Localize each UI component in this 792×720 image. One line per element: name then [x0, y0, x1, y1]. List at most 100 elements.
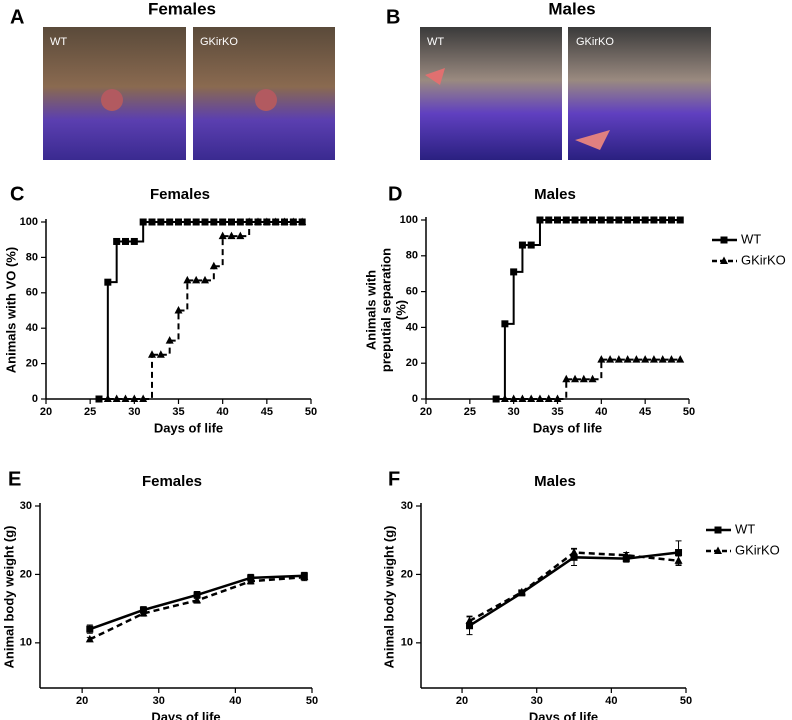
photo-label: WT: [427, 36, 444, 48]
legend-label: GKirKO: [741, 252, 786, 267]
marker: [139, 218, 147, 226]
y-tick-label: 10: [401, 637, 413, 649]
marker: [245, 217, 254, 225]
panel-letter: B: [386, 6, 400, 28]
y-tick-label: 0: [32, 393, 38, 405]
marker: [676, 216, 684, 224]
marker: [228, 218, 235, 226]
panel-letter: A: [10, 6, 24, 28]
marker: [130, 237, 138, 245]
marker: [623, 355, 632, 363]
step-segment: [496, 323, 506, 400]
step-segment: [107, 241, 118, 284]
marker: [121, 394, 130, 402]
step-segment: [213, 236, 224, 268]
x-tick-label: 50: [306, 695, 318, 707]
marker: [632, 216, 640, 224]
marker: [113, 237, 121, 245]
marker: [298, 217, 307, 225]
step-segment: [592, 359, 603, 381]
marker: [632, 355, 641, 363]
y-tick-label: 20: [20, 568, 32, 580]
step-segment: [178, 280, 189, 312]
marker: [624, 216, 632, 224]
marker: [246, 576, 255, 585]
marker: [571, 374, 580, 383]
marker: [465, 616, 474, 624]
marker: [95, 395, 103, 403]
marker: [674, 556, 683, 564]
marker: [183, 275, 192, 284]
marker: [545, 216, 553, 224]
chart: E Females 10 20 30 20 30 40 50 Days of life Animal…: [1, 468, 318, 720]
marker: [218, 231, 227, 240]
x-tick-label: 35: [551, 406, 563, 418]
marker: [527, 394, 536, 402]
marker: [614, 355, 623, 363]
x-tick-label: 20: [456, 695, 468, 707]
legend-label: WT: [735, 521, 755, 536]
photo-title: Females: [148, 0, 216, 18]
photo-detail: [101, 89, 123, 111]
marker: [570, 553, 578, 561]
marker: [122, 237, 129, 245]
panel-letter: F: [388, 468, 400, 490]
series-line: [89, 575, 305, 641]
y-tick-label: 80: [406, 250, 418, 262]
marker: [262, 217, 271, 225]
marker: [571, 216, 579, 224]
marker: [165, 336, 174, 344]
marker: [86, 625, 94, 633]
marker: [649, 355, 658, 363]
x-tick-label: 25: [84, 406, 96, 418]
x-tick-label: 50: [683, 406, 695, 418]
chart-title: Males: [534, 186, 576, 203]
marker: [236, 218, 244, 226]
marker: [85, 634, 94, 643]
marker: [492, 395, 500, 403]
y-tick-label: 40: [406, 321, 418, 333]
marker: [675, 549, 683, 557]
marker: [650, 216, 658, 224]
marker: [500, 394, 509, 402]
y-axis-label: (%): [393, 300, 408, 320]
photo-panel-b: B Males WT GKirKO: [386, 0, 711, 160]
marker: [714, 546, 722, 554]
marker: [175, 218, 182, 226]
y-tick-label: 20: [26, 358, 38, 370]
photo-title: Males: [548, 0, 595, 18]
marker: [658, 355, 667, 363]
marker: [156, 350, 165, 358]
marker: [157, 218, 165, 226]
chart: F Males 10 20 30 20 30 40 50 Days of life Animal b…: [381, 468, 779, 720]
marker: [597, 355, 606, 363]
marker: [641, 216, 649, 224]
photo-detail: [255, 89, 277, 111]
marker: [720, 256, 728, 264]
y-axis-label: Animal body weight (g): [1, 526, 16, 669]
y-axis-label: preputial separation: [378, 248, 393, 372]
panel-letter: C: [10, 183, 24, 205]
y-tick-label: 20: [401, 568, 413, 580]
x-tick-label: 40: [217, 406, 229, 418]
marker: [139, 394, 148, 402]
x-tick-label: 50: [680, 695, 692, 707]
y-tick-label: 80: [26, 251, 38, 263]
x-tick-label: 30: [128, 406, 140, 418]
y-tick-label: 30: [401, 500, 413, 512]
marker: [236, 231, 245, 240]
x-tick-label: 45: [261, 406, 273, 418]
marker: [139, 608, 148, 617]
marker: [148, 218, 156, 226]
y-axis-label: Animals with VO (%): [3, 247, 18, 373]
y-tick-label: 10: [20, 637, 32, 649]
marker: [667, 216, 675, 224]
marker: [622, 555, 630, 563]
step-segment: [557, 379, 568, 400]
marker: [676, 355, 685, 363]
marker: [174, 306, 183, 314]
marker: [659, 216, 667, 224]
marker: [527, 241, 535, 249]
